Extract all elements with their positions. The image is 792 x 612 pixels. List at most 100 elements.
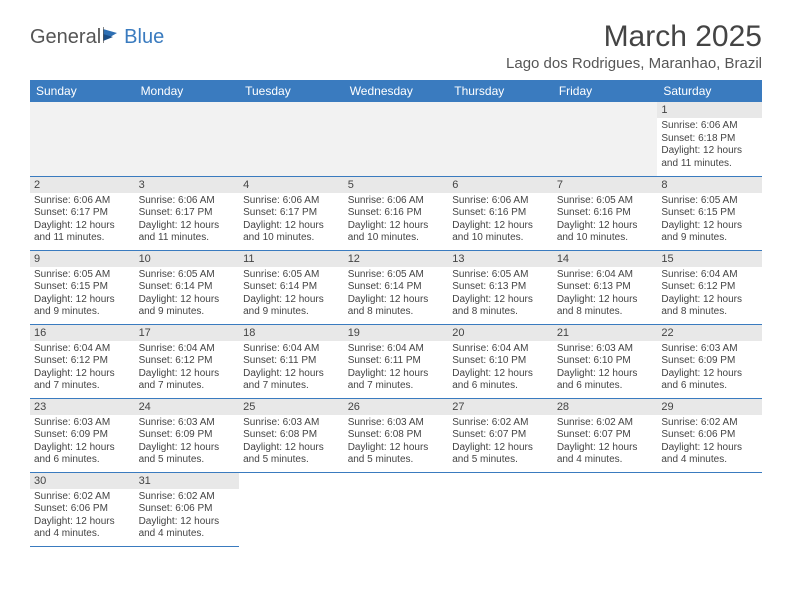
day-details: Sunrise: 6:02 AMSunset: 6:06 PMDaylight:… bbox=[657, 415, 762, 469]
day-line-dl1: Daylight: 12 hours bbox=[557, 368, 654, 381]
day-details: Sunrise: 6:05 AMSunset: 6:16 PMDaylight:… bbox=[553, 193, 658, 247]
day-details: Sunrise: 6:02 AMSunset: 6:07 PMDaylight:… bbox=[553, 415, 658, 469]
day-line-dl1: Daylight: 12 hours bbox=[452, 442, 549, 455]
day-line-ss: Sunset: 6:17 PM bbox=[34, 207, 131, 220]
day-number: 19 bbox=[344, 325, 449, 341]
day-line-dl2: and 10 minutes. bbox=[243, 232, 340, 245]
day-cell: 13Sunrise: 6:05 AMSunset: 6:13 PMDayligh… bbox=[448, 250, 553, 324]
day-details: Sunrise: 6:04 AMSunset: 6:11 PMDaylight:… bbox=[344, 341, 449, 395]
weekday-header: Saturday bbox=[657, 80, 762, 102]
calendar-header-row: SundayMondayTuesdayWednesdayThursdayFrid… bbox=[30, 80, 762, 102]
day-line-dl1: Daylight: 12 hours bbox=[452, 368, 549, 381]
day-line-sr: Sunrise: 6:04 AM bbox=[243, 343, 340, 356]
day-line-ss: Sunset: 6:16 PM bbox=[452, 207, 549, 220]
day-line-dl1: Daylight: 12 hours bbox=[34, 294, 131, 307]
day-line-sr: Sunrise: 6:06 AM bbox=[661, 120, 758, 133]
day-line-sr: Sunrise: 6:03 AM bbox=[557, 343, 654, 356]
empty-cell bbox=[448, 102, 553, 176]
day-line-ss: Sunset: 6:11 PM bbox=[243, 355, 340, 368]
day-cell: 25Sunrise: 6:03 AMSunset: 6:08 PMDayligh… bbox=[239, 398, 344, 472]
day-line-ss: Sunset: 6:10 PM bbox=[452, 355, 549, 368]
day-line-dl1: Daylight: 12 hours bbox=[34, 220, 131, 233]
day-details: Sunrise: 6:06 AMSunset: 6:18 PMDaylight:… bbox=[657, 118, 762, 172]
day-line-ss: Sunset: 6:14 PM bbox=[139, 281, 236, 294]
day-line-dl2: and 7 minutes. bbox=[348, 380, 445, 393]
day-line-dl1: Daylight: 12 hours bbox=[139, 442, 236, 455]
day-line-ss: Sunset: 6:07 PM bbox=[452, 429, 549, 442]
empty-cell bbox=[135, 102, 240, 176]
day-line-sr: Sunrise: 6:06 AM bbox=[139, 195, 236, 208]
day-line-sr: Sunrise: 6:04 AM bbox=[661, 269, 758, 282]
day-line-dl2: and 5 minutes. bbox=[452, 454, 549, 467]
day-line-dl2: and 8 minutes. bbox=[661, 306, 758, 319]
day-line-sr: Sunrise: 6:02 AM bbox=[452, 417, 549, 430]
day-details: Sunrise: 6:03 AMSunset: 6:09 PMDaylight:… bbox=[135, 415, 240, 469]
day-line-dl1: Daylight: 12 hours bbox=[661, 294, 758, 307]
day-line-dl2: and 10 minutes. bbox=[557, 232, 654, 245]
day-line-dl1: Daylight: 12 hours bbox=[661, 368, 758, 381]
day-line-ss: Sunset: 6:07 PM bbox=[557, 429, 654, 442]
day-line-dl1: Daylight: 12 hours bbox=[139, 220, 236, 233]
day-line-ss: Sunset: 6:09 PM bbox=[34, 429, 131, 442]
day-cell: 15 Sunrise: 6:04 AMSunset: 6:12 PMDayligh… bbox=[657, 250, 762, 324]
day-line-ss: Sunset: 6:17 PM bbox=[243, 207, 340, 220]
day-number: 16 bbox=[30, 325, 135, 341]
day-cell: 2Sunrise: 6:06 AMSunset: 6:17 PMDaylight… bbox=[30, 176, 135, 250]
day-line-dl1: Daylight: 12 hours bbox=[34, 442, 131, 455]
day-line-dl1: Daylight: 12 hours bbox=[348, 442, 445, 455]
day-cell: 9Sunrise: 6:05 AMSunset: 6:15 PMDaylight… bbox=[30, 250, 135, 324]
day-cell: 8Sunrise: 6:05 AMSunset: 6:15 PMDaylight… bbox=[657, 176, 762, 250]
day-cell: 14Sunrise: 6:04 AMSunset: 6:13 PMDayligh… bbox=[553, 250, 658, 324]
day-line-dl1: Daylight: 12 hours bbox=[139, 294, 236, 307]
day-line-dl2: and 10 minutes. bbox=[452, 232, 549, 245]
day-line-dl2: and 9 minutes. bbox=[661, 232, 758, 245]
day-cell: 20Sunrise: 6:04 AMSunset: 6:10 PMDayligh… bbox=[448, 324, 553, 398]
day-line-dl1: Daylight: 12 hours bbox=[452, 220, 549, 233]
flag-icon bbox=[103, 26, 123, 49]
calendar-page: GeneralBlue March 2025 Lago dos Rodrigue… bbox=[0, 0, 792, 567]
day-cell: 22Sunrise: 6:03 AMSunset: 6:09 PMDayligh… bbox=[657, 324, 762, 398]
day-cell: 1Sunrise: 6:06 AMSunset: 6:18 PMDaylight… bbox=[657, 102, 762, 176]
day-line-ss: Sunset: 6:12 PM bbox=[139, 355, 236, 368]
day-details: Sunrise: 6:02 AMSunset: 6:06 PMDaylight:… bbox=[135, 489, 240, 543]
day-line-ss: Sunset: 6:12 PM bbox=[661, 281, 758, 294]
day-cell: 7Sunrise: 6:05 AMSunset: 6:16 PMDaylight… bbox=[553, 176, 658, 250]
day-line-sr: Sunrise: 6:03 AM bbox=[139, 417, 236, 430]
day-cell: 18Sunrise: 6:04 AMSunset: 6:11 PMDayligh… bbox=[239, 324, 344, 398]
day-line-ss: Sunset: 6:06 PM bbox=[661, 429, 758, 442]
day-number: 7 bbox=[553, 177, 658, 193]
day-details: Sunrise: 6:03 AMSunset: 6:08 PMDaylight:… bbox=[239, 415, 344, 469]
day-cell: 28Sunrise: 6:02 AMSunset: 6:07 PMDayligh… bbox=[553, 398, 658, 472]
day-line-sr: Sunrise: 6:05 AM bbox=[348, 269, 445, 282]
weekday-header: Friday bbox=[553, 80, 658, 102]
day-line-dl2: and 5 minutes. bbox=[348, 454, 445, 467]
day-number: 15 bbox=[657, 251, 762, 267]
day-line-sr: Sunrise: 6:05 AM bbox=[34, 269, 131, 282]
day-number: 13 bbox=[448, 251, 553, 267]
day-line-dl1: Daylight: 12 hours bbox=[34, 516, 131, 529]
day-line-dl2: and 8 minutes. bbox=[557, 306, 654, 319]
day-line-dl2: and 9 minutes. bbox=[34, 306, 131, 319]
day-line-dl1: Daylight: 12 hours bbox=[139, 368, 236, 381]
calendar-body: 1Sunrise: 6:06 AMSunset: 6:18 PMDaylight… bbox=[30, 102, 762, 546]
day-number: 26 bbox=[344, 399, 449, 415]
day-cell: 24Sunrise: 6:03 AMSunset: 6:09 PMDayligh… bbox=[135, 398, 240, 472]
day-line-dl1: Daylight: 12 hours bbox=[348, 220, 445, 233]
day-line-dl1: Daylight: 12 hours bbox=[661, 145, 758, 158]
day-line-dl2: and 7 minutes. bbox=[243, 380, 340, 393]
day-line-sr: Sunrise: 6:03 AM bbox=[34, 417, 131, 430]
day-number: 28 bbox=[553, 399, 658, 415]
day-line-dl1: Daylight: 12 hours bbox=[243, 368, 340, 381]
day-number: 4 bbox=[239, 177, 344, 193]
day-details: Sunrise: 6:04 AMSunset: 6:10 PMDaylight:… bbox=[448, 341, 553, 395]
day-number: 21 bbox=[553, 325, 658, 341]
day-line-ss: Sunset: 6:18 PM bbox=[661, 133, 758, 146]
day-line-ss: Sunset: 6:14 PM bbox=[348, 281, 445, 294]
day-details: Sunrise: 6:05 AMSunset: 6:15 PMDaylight:… bbox=[657, 193, 762, 247]
day-line-dl2: and 4 minutes. bbox=[661, 454, 758, 467]
day-cell: 27Sunrise: 6:02 AMSunset: 6:07 PMDayligh… bbox=[448, 398, 553, 472]
day-cell: 19Sunrise: 6:04 AMSunset: 6:11 PMDayligh… bbox=[344, 324, 449, 398]
day-details: Sunrise: 6:05 AMSunset: 6:13 PMDaylight:… bbox=[448, 267, 553, 321]
day-line-dl2: and 9 minutes. bbox=[243, 306, 340, 319]
day-number: 1 bbox=[657, 102, 762, 118]
